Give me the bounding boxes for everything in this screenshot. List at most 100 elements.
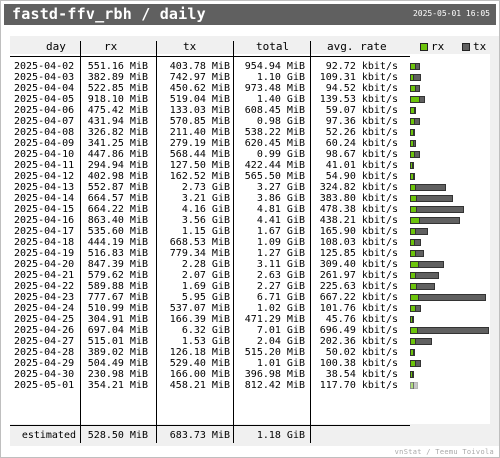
cell-rx: 551.16 MiB — [87, 61, 148, 72]
cell-tx: 5.95 GiB — [181, 292, 230, 303]
column-header-total: total — [256, 40, 290, 53]
cell-avg-rate: 139.53 kbit/s — [319, 94, 398, 105]
cell-rx: 863.40 MiB — [87, 215, 148, 226]
cell-tx: 570.85 MiB — [169, 116, 230, 127]
table-row: 2025-04-04 522.85 MiB 450.62 MiB 973.48 MiB… — [0, 83, 500, 94]
cell-day: 2025-04-27 — [14, 336, 75, 347]
cell-rx: 579.62 MiB — [87, 270, 148, 281]
vnstat-credit: vnStat / Teemu Toivola — [394, 448, 494, 456]
cell-avg-rate: 101.76 kbit/s — [319, 303, 398, 314]
cell-total: 620.45 MiB — [244, 138, 305, 149]
table-row: 2025-04-07 431.94 MiB 570.85 MiB 0.98 GiB 97… — [0, 116, 500, 127]
cell-tx: 450.62 MiB — [169, 83, 230, 94]
tx-bar — [416, 283, 435, 290]
cell-day: 2025-04-19 — [14, 248, 75, 259]
cell-day: 2025-04-04 — [14, 83, 75, 94]
cell-rx: 847.39 MiB — [87, 259, 148, 270]
cell-day: 2025-04-21 — [14, 270, 75, 281]
tx-bar — [415, 184, 446, 191]
cell-rx: 777.67 MiB — [87, 292, 148, 303]
table-row: 2025-04-06 475.42 MiB 133.03 MiB 608.45 MiB… — [0, 105, 500, 116]
header-separator-line — [10, 56, 410, 57]
cell-tx: 2.07 GiB — [181, 270, 230, 281]
tx-bar — [414, 118, 420, 125]
cell-rx: 230.98 MiB — [87, 369, 148, 380]
cell-day: 2025-04-11 — [14, 160, 75, 171]
cell-avg-rate: 109.31 kbit/s — [319, 72, 398, 83]
tx-bar — [413, 74, 421, 81]
cell-total: 608.45 MiB — [244, 105, 305, 116]
cell-total: 538.22 MiB — [244, 127, 305, 138]
cell-day: 2025-04-06 — [14, 105, 75, 116]
cell-rx: 697.04 MiB — [87, 325, 148, 336]
cell-tx: 6.32 GiB — [181, 325, 230, 336]
tx-bar — [415, 272, 439, 279]
cell-day: 2025-04-09 — [14, 138, 75, 149]
cell-total: 3.86 GiB — [256, 193, 305, 204]
table-row: 2025-04-02 551.16 MiB 403.78 MiB 954.94 MiB… — [0, 61, 500, 72]
cell-rx: 510.99 MiB — [87, 303, 148, 314]
cell-avg-rate: 309.40 kbit/s — [319, 259, 398, 270]
tx-bar — [415, 228, 428, 235]
tx-bar — [414, 239, 421, 246]
cell-avg-rate: 38.54 kbit/s — [325, 369, 398, 380]
cell-avg-rate: 97.36 kbit/s — [325, 116, 398, 127]
rx-bar — [410, 382, 414, 389]
tx-bar — [416, 206, 464, 213]
cell-avg-rate: 45.76 kbit/s — [325, 314, 398, 325]
cell-day: 2025-04-24 — [14, 303, 75, 314]
interface-title: fastd-ffv_rbh / daily — [12, 5, 206, 23]
generated-timestamp: 2025-05-01 16:05 — [412, 9, 490, 18]
cell-day: 2025-04-12 — [14, 171, 75, 182]
cell-rx: 522.85 MiB — [87, 83, 148, 94]
cell-avg-rate: 165.90 kbit/s — [319, 226, 398, 237]
cell-day: 2025-04-17 — [14, 226, 75, 237]
cell-total: 1.67 GiB — [256, 226, 305, 237]
cell-total: 1.27 GiB — [256, 248, 305, 259]
cell-avg-rate: 59.07 kbit/s — [325, 105, 398, 116]
cell-day: 2025-04-26 — [14, 325, 75, 336]
tx-bar — [413, 140, 416, 147]
column-header-rx: rx — [104, 40, 118, 53]
cell-total: 1.09 GiB — [256, 237, 305, 248]
cell-tx: 529.40 MiB — [169, 358, 230, 369]
table-row: 2025-05-01 354.21 MiB 458.21 MiB 812.42 MiB… — [0, 380, 500, 391]
cell-total: 4.81 GiB — [256, 204, 305, 215]
cell-avg-rate: 117.70 kbit/s — [319, 380, 398, 391]
cell-total: 2.04 GiB — [256, 336, 305, 347]
cell-avg-rate: 92.72 kbit/s — [325, 61, 398, 72]
cell-avg-rate: 261.97 kbit/s — [319, 270, 398, 281]
cell-tx: 279.19 MiB — [169, 138, 230, 149]
column-divider-rx — [156, 41, 157, 443]
cell-avg-rate: 98.67 kbit/s — [325, 149, 398, 160]
cell-total: 2.27 GiB — [256, 281, 305, 292]
table-row: 2025-04-09 341.25 MiB 279.19 MiB 620.45 MiB… — [0, 138, 500, 149]
cell-avg-rate: 478.38 kbit/s — [319, 204, 398, 215]
cell-rx: 552.87 MiB — [87, 182, 148, 193]
cell-day: 2025-04-07 — [14, 116, 75, 127]
tx-bar — [414, 107, 416, 114]
tx-bar — [415, 305, 421, 312]
cell-rx: 341.25 MiB — [87, 138, 148, 149]
cell-total: 422.44 MiB — [244, 160, 305, 171]
tx-bar — [418, 294, 486, 301]
tx-bar — [419, 217, 460, 224]
table-row: 2025-04-17 535.60 MiB 1.15 GiB 1.67 GiB 165.… — [0, 226, 500, 237]
tx-bar — [413, 349, 415, 356]
cell-total: 812.42 MiB — [244, 380, 305, 391]
cell-day: 2025-04-30 — [14, 369, 75, 380]
cell-tx: 2.73 GiB — [181, 182, 230, 193]
cell-total: 7.01 GiB — [256, 325, 305, 336]
legend-tx-label: tx — [473, 40, 487, 53]
cell-tx: 127.50 MiB — [169, 160, 230, 171]
estimated-tx: 683.73 MiB — [169, 430, 230, 441]
table-row: 2025-04-13 552.87 MiB 2.73 GiB 3.27 GiB 324.… — [0, 182, 500, 193]
cell-day: 2025-04-22 — [14, 281, 75, 292]
cell-tx: 126.18 MiB — [169, 347, 230, 358]
cell-day: 2025-04-25 — [14, 314, 75, 325]
cell-avg-rate: 438.21 kbit/s — [319, 215, 398, 226]
cell-day: 2025-04-16 — [14, 215, 75, 226]
cell-avg-rate: 54.90 kbit/s — [325, 171, 398, 182]
cell-rx: 326.82 MiB — [87, 127, 148, 138]
estimated-row: estimated 528.50 MiB 683.73 MiB 1.18 GiB — [0, 430, 500, 441]
